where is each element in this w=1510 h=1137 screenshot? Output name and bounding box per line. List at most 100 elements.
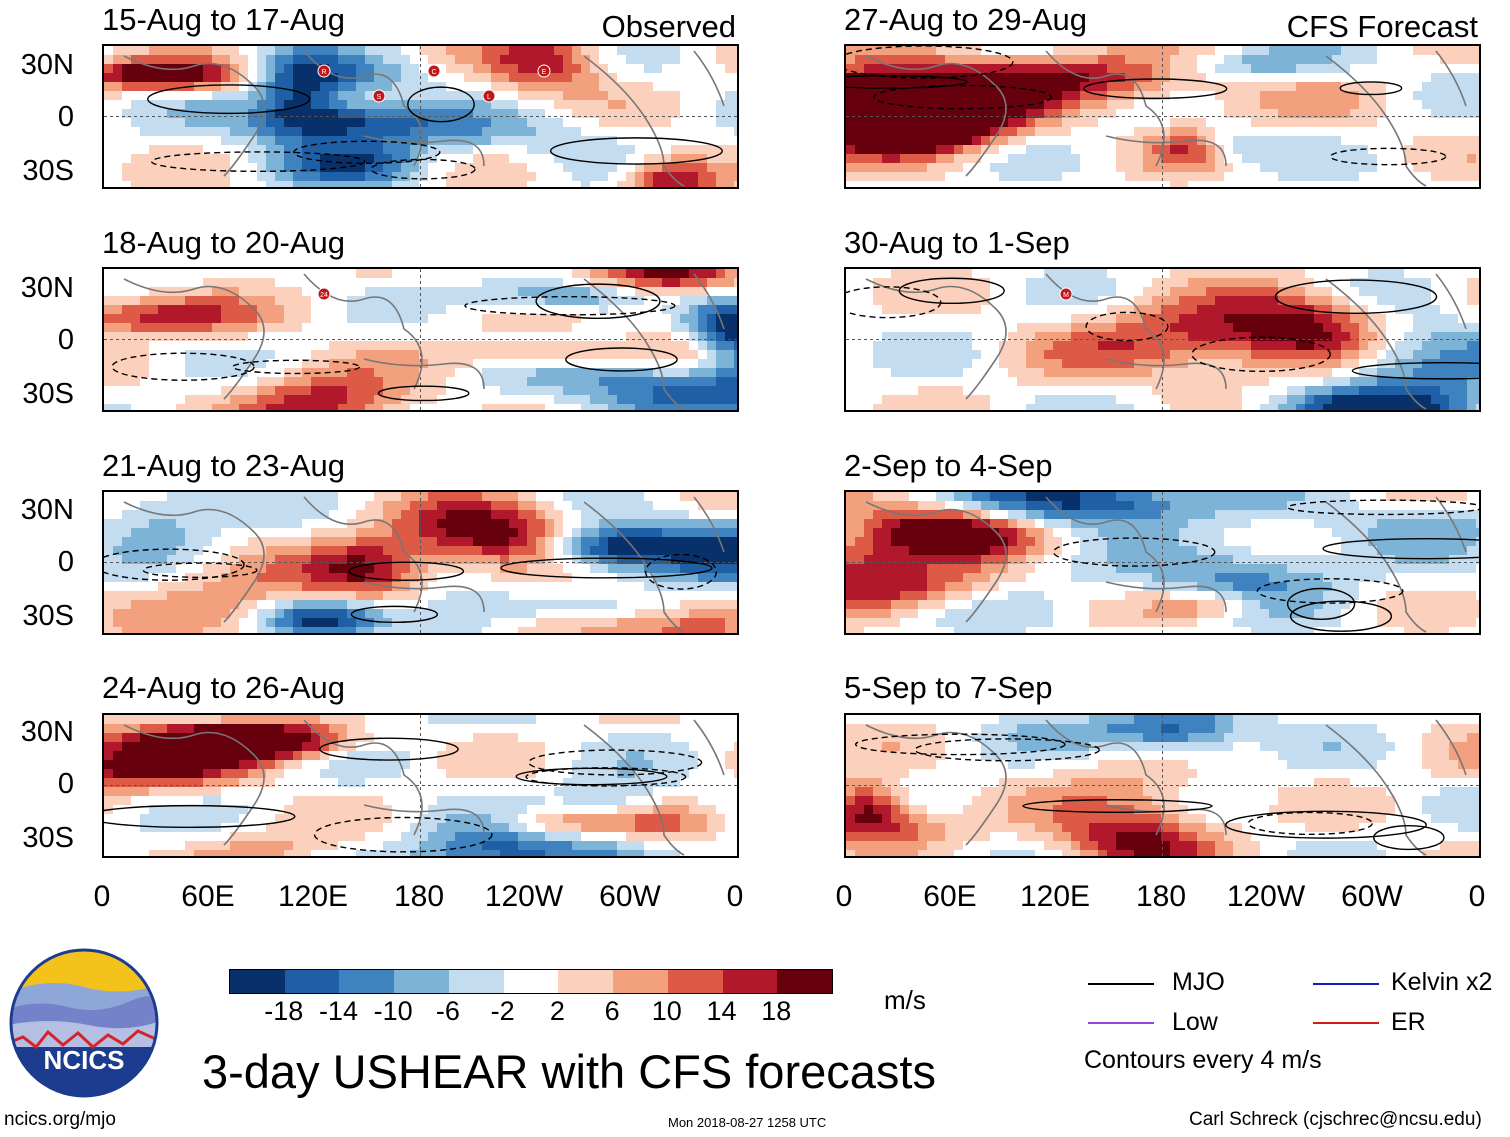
lon-label-60w-right: 60W: [1341, 880, 1403, 913]
panel-title-1: 15-Aug to 17-Aug: [102, 2, 346, 37]
mjo-contour: [407, 86, 475, 123]
coastline: [693, 50, 725, 107]
ncics-logo: NCICS: [8, 947, 160, 1099]
coastline: [693, 496, 725, 553]
map-panel-3: [102, 490, 739, 635]
coastline: [865, 278, 1007, 400]
mjo-contour: [1289, 600, 1393, 632]
svg-text:C: C: [431, 69, 436, 76]
colorbar-tick-4: -2: [490, 996, 515, 1026]
mjo-contour: [104, 804, 296, 829]
coastline: [303, 273, 423, 390]
coastline: [303, 496, 423, 613]
coastline: [583, 724, 685, 856]
lat-label-30n-p4: 30N: [20, 716, 74, 748]
coastline: [363, 804, 485, 836]
map-panel-7: [844, 490, 1481, 635]
mjo-contour: [1085, 311, 1169, 342]
footer-url: ncics.org/mjo: [4, 1109, 116, 1130]
coastline: [1435, 273, 1467, 330]
main-title: 3-day USHEAR with CFS forecasts: [202, 1045, 936, 1098]
mjo-contour: [1351, 361, 1479, 380]
mjo-contour: [319, 737, 459, 761]
legend-label-low: Low: [1172, 1008, 1218, 1036]
footer-author: Carl Schreck (cjschrec@ncsu.edu): [1189, 1109, 1482, 1130]
colorbar-tick-2: -10: [373, 996, 413, 1026]
map-panel-6: M: [844, 267, 1481, 412]
map-panel-5: [844, 44, 1481, 189]
lat-label-eq-p4: 0: [57, 768, 74, 800]
coastline: [1325, 724, 1427, 856]
mjo-contour: [1322, 537, 1479, 560]
mjo-contour: [1339, 81, 1403, 96]
panel-field: [846, 492, 1479, 633]
panel-field: M: [846, 269, 1479, 410]
legend-line-mjo: [1088, 983, 1154, 985]
mjo-contour: [1191, 336, 1331, 373]
mjo-contour: [293, 140, 441, 165]
colorbar-swatch-5: [503, 970, 559, 993]
mjo-contour: [914, 738, 1100, 762]
panel-field: R S C L E: [104, 46, 737, 187]
legend-line-kelvin: [1313, 983, 1379, 985]
mjo-contour: [377, 385, 470, 402]
coastline: [363, 358, 485, 390]
lon-label-360-left: 0: [726, 880, 744, 913]
legend-label-mjo: MJO: [1172, 968, 1225, 996]
mjo-contour: [1052, 537, 1216, 567]
lon-label-0-right: 0: [835, 880, 853, 913]
colorbar-swatch-2: [339, 970, 395, 993]
lon-label-0-left: 0: [93, 880, 111, 913]
colorbar-swatch-3: [394, 970, 449, 993]
storm-marker: M: [1059, 287, 1073, 301]
mjo-contour: [549, 137, 723, 165]
coastline: [693, 273, 725, 330]
coastline: [1435, 496, 1467, 553]
svg-text:L: L: [487, 94, 491, 101]
mjo-contour: [111, 352, 255, 381]
map-panel-4: [102, 713, 739, 858]
mjo-contour: [142, 562, 258, 579]
lon-label-180-right: 180: [1135, 880, 1187, 913]
mjo-contour: [1022, 799, 1213, 814]
mjo-contour: [1373, 825, 1445, 851]
svg-text:E: E: [542, 69, 547, 76]
mjo-contour: [232, 359, 361, 375]
coastline: [583, 501, 685, 633]
lon-label-60w-left: 60W: [599, 880, 661, 913]
panel-title-8: 5-Sep to 7-Sep: [844, 670, 1053, 705]
colorbar-tick-6: 6: [604, 996, 620, 1026]
colorbar-tick-5: 2: [549, 996, 565, 1026]
logo-text: NCICS: [44, 1045, 125, 1075]
contour-note: Contours every 4 m/s: [1084, 1046, 1322, 1074]
mjo-contour: [846, 74, 968, 89]
mjo-contour: [515, 767, 668, 786]
map-panel-8: [844, 713, 1481, 858]
coastline: [1325, 501, 1427, 633]
coastline: [1105, 581, 1227, 613]
coastline: [123, 501, 265, 623]
storm-marker: L: [482, 89, 496, 103]
colorbar-tick-1: -14: [318, 996, 358, 1026]
panel-title-3: 21-Aug to 23-Aug: [102, 448, 346, 483]
coastline: [865, 724, 1007, 846]
coastline: [363, 135, 485, 167]
legend-line-low: [1088, 1022, 1154, 1024]
legend-label-kelvin: Kelvin x2: [1391, 968, 1493, 996]
panel-field: 24: [104, 269, 737, 410]
mjo-contour: [1274, 279, 1438, 315]
storm-marker: R: [317, 64, 331, 78]
coastline: [1435, 50, 1467, 107]
panel-title-6: 30-Aug to 1-Sep: [844, 225, 1070, 260]
lon-label-60e-left: 60E: [181, 880, 235, 913]
storm-marker: E: [537, 64, 551, 78]
coastline: [865, 501, 1007, 623]
mjo-contour: [464, 295, 676, 316]
panel-field: [846, 46, 1479, 187]
coastline: [583, 278, 685, 410]
coastline: [1105, 358, 1227, 390]
colorbar-swatch-9: [722, 970, 778, 993]
mjo-contour: [525, 767, 687, 787]
lon-label-120e-right: 120E: [1019, 880, 1091, 913]
mjo-contour: [313, 816, 493, 853]
